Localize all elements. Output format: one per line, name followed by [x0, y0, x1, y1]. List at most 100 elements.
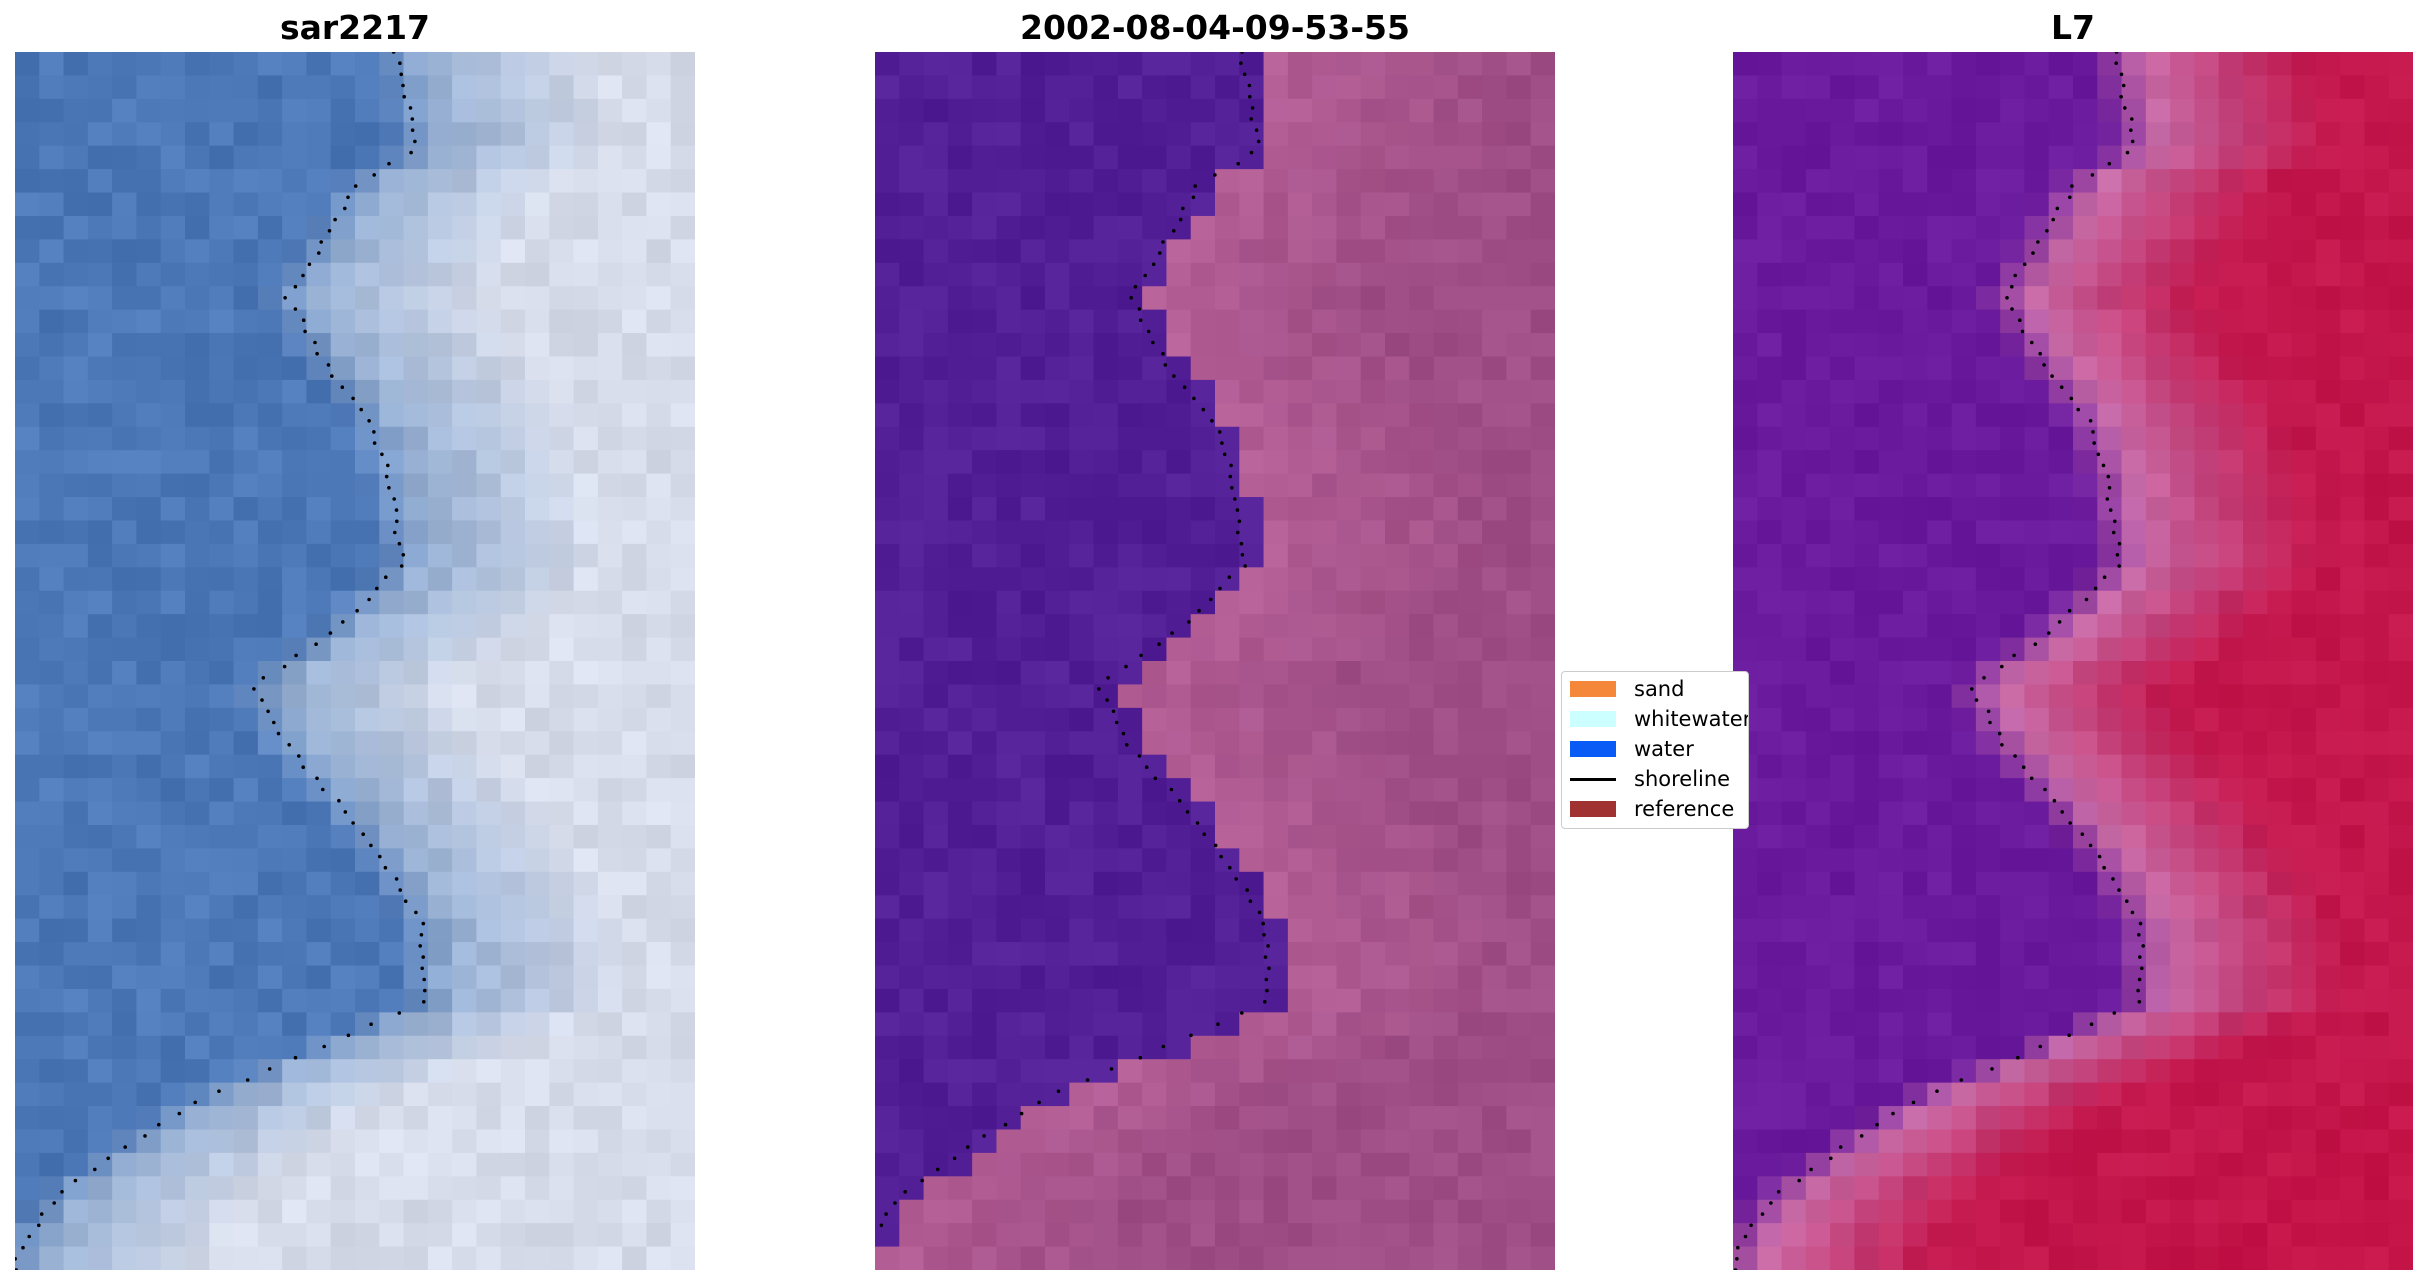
pixel: [15, 965, 40, 990]
pixel: [355, 754, 380, 779]
pixel: [1854, 942, 1880, 967]
pixel: [306, 122, 332, 147]
pixel: [136, 192, 162, 217]
pixel: [1385, 1035, 1410, 1060]
pixel: [209, 122, 235, 147]
pixel: [1239, 192, 1265, 217]
pixel: [1457, 778, 1483, 803]
shoreline-dot: [1218, 586, 1222, 591]
pixel: [2243, 1035, 2268, 1060]
pixel: [39, 52, 65, 77]
pixel: [452, 52, 478, 77]
pixel: [185, 239, 210, 264]
shoreline-dot: [402, 94, 407, 99]
pixel: [63, 614, 89, 639]
shoreline-dot: [322, 1044, 327, 1049]
pixel: [2097, 1035, 2123, 1060]
pixel: [2000, 942, 2026, 967]
pixel: [136, 239, 162, 264]
pixel: [1854, 684, 1880, 709]
pixel: [1409, 988, 1435, 1013]
pixel: [2291, 731, 2317, 756]
pixel: [403, 567, 429, 592]
pixel: [1409, 75, 1435, 100]
pixel: [87, 473, 113, 498]
pixel: [1409, 1035, 1435, 1060]
pixel: [2145, 379, 2171, 404]
pixel: [549, 965, 575, 990]
pixel: [2073, 1199, 2098, 1224]
pixel: [923, 824, 949, 849]
pixel: [646, 637, 672, 662]
shoreline-dot: [2021, 765, 2026, 769]
pixel: [875, 192, 900, 217]
pixel: [282, 848, 308, 873]
pixel: [573, 215, 599, 240]
pixel: [452, 661, 478, 686]
pixel: [2194, 473, 2220, 498]
shoreline-dot: [2097, 854, 2102, 859]
pixel: [1069, 848, 1095, 873]
pixel: [1239, 801, 1265, 826]
pixel: [597, 731, 623, 756]
pixel: [112, 1082, 138, 1107]
pixel: [500, 590, 526, 615]
pixel: [1287, 1152, 1313, 1177]
pixel: [476, 215, 502, 240]
shoreline-dot: [1191, 195, 1196, 200]
pixel: [1530, 309, 1555, 334]
pixel: [1045, 848, 1070, 873]
shoreline-dot: [297, 754, 301, 758]
pixel: [875, 707, 900, 732]
pixel: [1166, 1199, 1192, 1224]
pixel: [306, 684, 332, 709]
pixel: [330, 942, 356, 967]
pixel: [87, 1223, 113, 1248]
pixel: [1312, 52, 1338, 77]
pixel: [2024, 801, 2050, 826]
pixel: [306, 1059, 332, 1084]
pixel: [209, 778, 235, 803]
pixel: [1215, 895, 1240, 920]
pixel: [972, 450, 998, 475]
pixel: [2364, 731, 2390, 756]
pixel: [1020, 918, 1046, 943]
pixel: [2267, 590, 2293, 615]
pixel: [2267, 1035, 2293, 1060]
pixel: [1927, 731, 1953, 756]
pixel: [996, 661, 1022, 686]
pixel: [2145, 497, 2171, 522]
pixel: [136, 707, 162, 732]
pixel: [379, 918, 405, 943]
pixel: [2024, 637, 2050, 662]
pixel: [1951, 1176, 1977, 1201]
pixel: [1903, 122, 1928, 147]
shoreline-dot: [2125, 150, 2130, 155]
pixel: [972, 965, 998, 990]
pixel: [1927, 543, 1953, 568]
pixel: [2218, 1176, 2244, 1201]
pixel: [87, 1059, 113, 1084]
pixel: [2218, 426, 2244, 451]
pixel: [15, 801, 40, 826]
shoreline-dot: [2038, 1044, 2043, 1049]
pixel: [355, 426, 380, 451]
pixel: [136, 215, 162, 240]
pixel: [1482, 778, 1508, 803]
pixel: [947, 778, 973, 803]
pixel: [996, 403, 1022, 428]
pixel: [2048, 497, 2074, 522]
pixel: [257, 356, 283, 381]
pixel: [2267, 1152, 2293, 1177]
pixel: [2364, 661, 2390, 686]
pixel: [209, 98, 235, 123]
pixel: [646, 309, 672, 334]
pixel: [573, 988, 599, 1013]
pixel: [2097, 145, 2123, 170]
pixel: [63, 731, 89, 756]
pixel: [87, 1129, 113, 1154]
pixel: [1975, 895, 2001, 920]
pixel: [257, 52, 283, 77]
pixel: [2291, 286, 2317, 311]
shoreline-dot: [1838, 1145, 1843, 1149]
